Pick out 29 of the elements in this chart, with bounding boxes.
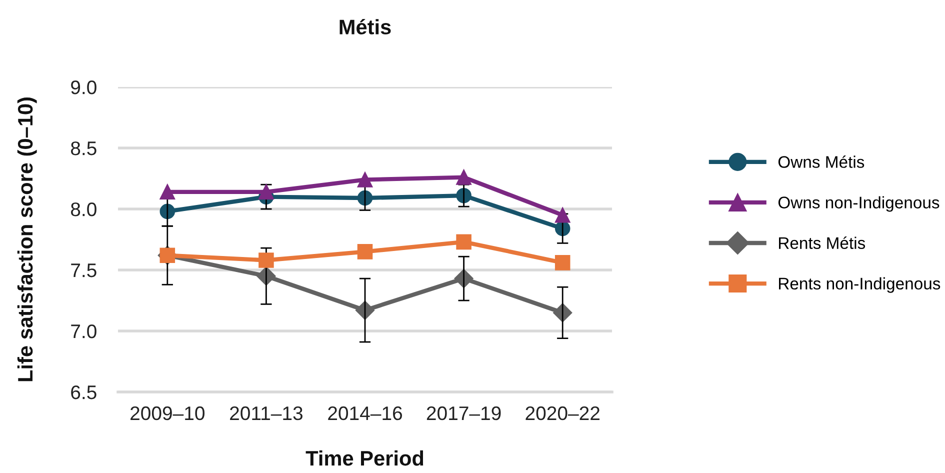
y-tick-label: 7.0 (71, 324, 96, 338)
y-tick-label: 9.0 (71, 80, 96, 94)
x-tick-label: 2011–13 (230, 406, 302, 420)
y-tick-label: 6.5 (71, 385, 96, 400)
point (554, 255, 570, 270)
point (357, 172, 373, 188)
point (357, 190, 373, 206)
legend-label: Rents Métis (779, 236, 866, 249)
y-tick-label: 8.0 (70, 202, 96, 216)
x-axis-title: Time Period (306, 450, 424, 466)
legend-label: Owns Métis (778, 155, 864, 168)
point (456, 234, 472, 250)
point (160, 248, 176, 263)
y-axis-title: Life satisfaction score (0–10) (17, 98, 37, 382)
chart-title: Métis (340, 18, 391, 34)
x-tick-label: 2014–16 (328, 406, 402, 420)
legend-label: Owns non-Indigenous (778, 196, 940, 212)
point (258, 252, 274, 268)
legend-label: Rents non-Indigenous (779, 277, 940, 293)
x-tick-label: 2020–22 (526, 406, 600, 420)
x-tick-label: 2017–19 (426, 406, 501, 420)
point (554, 207, 570, 223)
point (357, 244, 373, 260)
x-tick-label: 2009–10 (130, 406, 204, 420)
y-tick-label: 7.5 (71, 264, 96, 278)
y-tick-label: 8.5 (70, 141, 96, 156)
point (456, 170, 472, 185)
point (258, 184, 274, 200)
point (160, 184, 176, 200)
